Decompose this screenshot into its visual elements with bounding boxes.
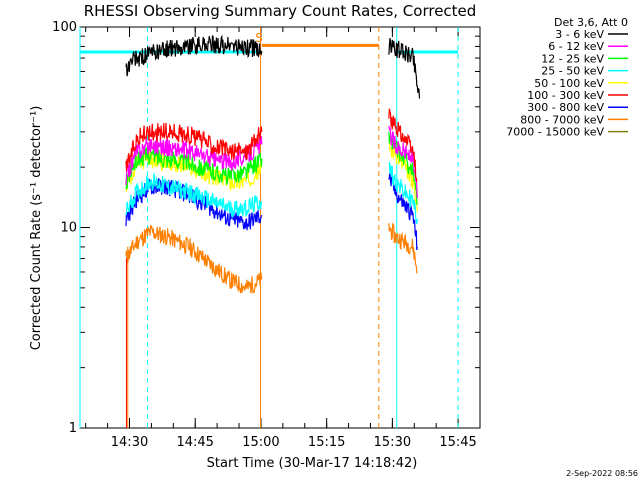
x-tick-label: 15:30 <box>374 435 411 450</box>
legend-label: 50 - 100 keV <box>534 77 604 90</box>
series-line <box>125 147 263 191</box>
series-line <box>388 37 421 99</box>
legend-label: 800 - 7000 keV <box>520 113 604 126</box>
y-axis-label: Corrected Count Rate (s⁻¹ detector⁻¹) <box>29 106 44 351</box>
series-line <box>125 224 263 294</box>
legend-label: 3 - 6 keV <box>555 28 604 41</box>
y-tick-label: 10 <box>60 221 77 236</box>
legend-label: 300 - 800 keV <box>527 101 604 114</box>
series-line <box>125 136 263 185</box>
series-line <box>388 172 418 251</box>
y-tick-label: 1 <box>69 421 77 436</box>
series-line <box>125 172 263 219</box>
series-line <box>388 125 418 199</box>
legend-label: 7000 - 15000 keV <box>506 126 604 139</box>
legend-label: 6 - 12 keV <box>548 40 604 53</box>
series-line <box>388 162 418 225</box>
legend-label: 25 - 50 keV <box>541 65 604 78</box>
x-tick-label: 15:00 <box>242 435 279 450</box>
y-tick-label: 100 <box>52 20 77 35</box>
x-tick-label: 15:15 <box>308 435 345 450</box>
series-line <box>388 108 418 182</box>
x-tick-label: 14:45 <box>176 435 213 450</box>
legend-label: 12 - 25 keV <box>541 52 604 65</box>
timestamp-footer: 2-Sep-2022 08:56 <box>566 469 638 478</box>
series-line <box>125 34 263 77</box>
legend-header: Det 3,6, Att 0 <box>554 16 628 29</box>
plot-area: 1 10 100 14:30 14:45 15:00 15:15 15:30 15:45 S <box>52 20 481 450</box>
annotation-label: S <box>255 31 263 45</box>
series-line <box>388 222 418 274</box>
chart-title: RHESSI Observing Summary Count Rates, Co… <box>84 2 477 20</box>
legend-label: 100 - 300 keV <box>527 89 604 102</box>
series-line <box>125 122 263 172</box>
x-axis-label: Start Time (30-Mar-17 14:18:42) <box>207 456 418 471</box>
x-tick-label: 15:45 <box>439 435 476 450</box>
x-tick-label: 14:30 <box>111 435 148 450</box>
